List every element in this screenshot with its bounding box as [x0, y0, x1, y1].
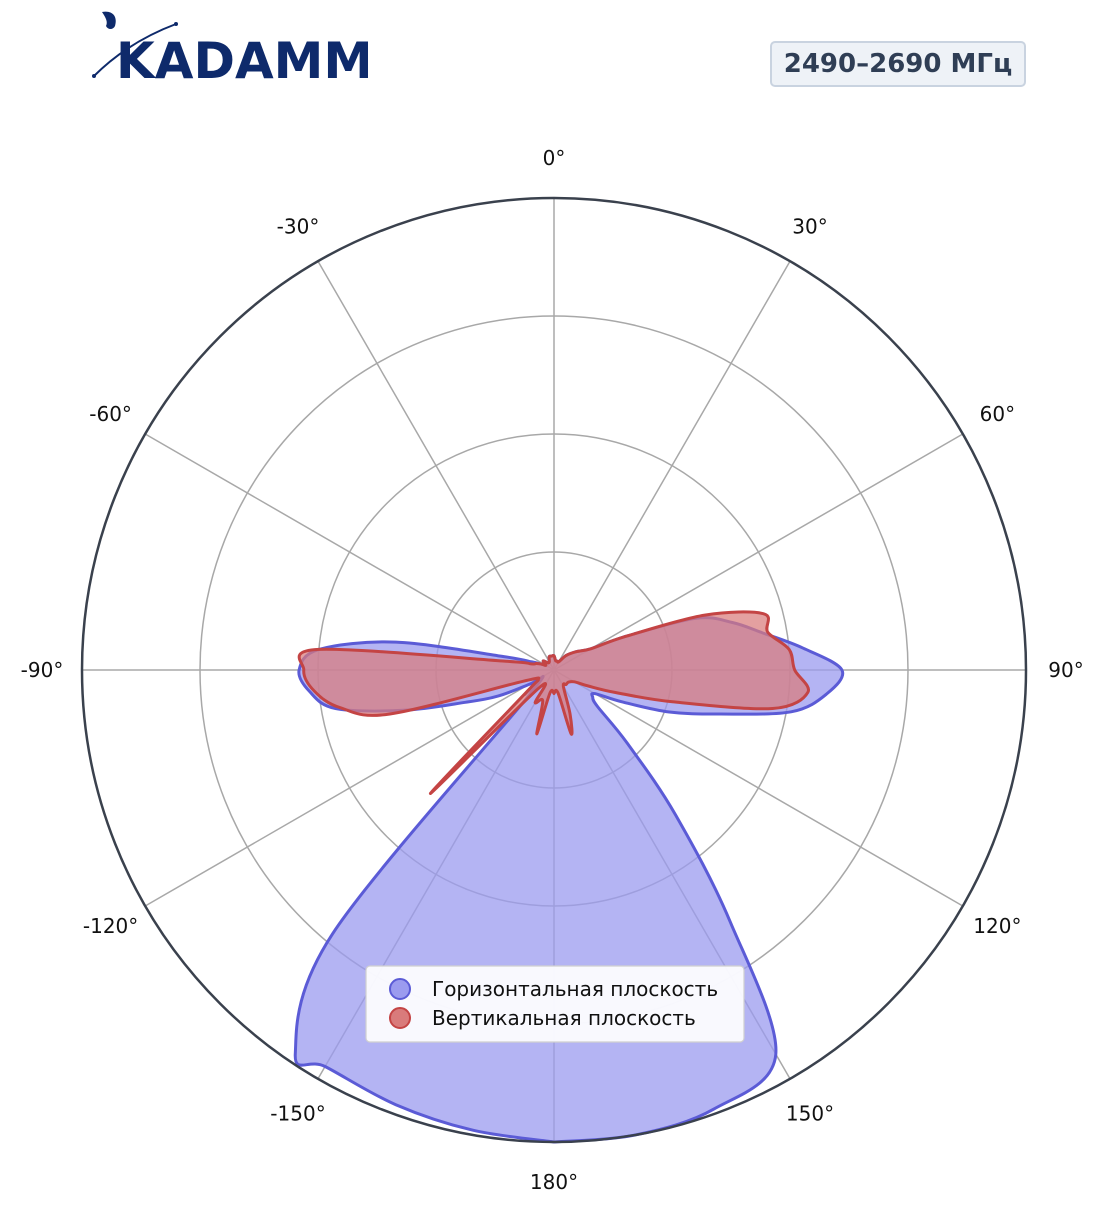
angle-tick-label: 180° [530, 1170, 578, 1194]
angle-tick-label: 120° [973, 914, 1021, 938]
angle-tick-label: -150° [270, 1101, 325, 1125]
angle-tick-label: -90° [21, 658, 64, 682]
series-area-vertical [297, 610, 810, 796]
grid-spoke [317, 260, 555, 671]
series-layer [293, 610, 845, 1144]
grid-spoke [553, 260, 791, 671]
legend-label: Вертикальная плоскость [432, 1006, 696, 1030]
frequency-badge: 2490–2690 МГц [770, 41, 1026, 87]
legend-marker [389, 978, 411, 1000]
angle-tick-label: -60° [89, 402, 132, 426]
kadamm-logo: KADAMM [92, 11, 368, 88]
angle-tick-label: 90° [1048, 658, 1083, 682]
angle-tick-label: -120° [83, 914, 138, 938]
outer-ring [80, 196, 1028, 1144]
legend: Горизонтальная плоскость Вертикальная пло… [365, 965, 745, 1043]
grid-spoke [144, 433, 555, 671]
legend-marker [389, 1007, 411, 1029]
angle-tick-label: 0° [543, 146, 566, 170]
grid-spoke [553, 433, 964, 671]
legend-box [365, 965, 745, 1043]
angle-tick-labels: 0° 30° 60° 90° 120° 150° 180° -150° -120° -90° -60… [21, 146, 1084, 1194]
grid-spoke [144, 669, 555, 907]
angle-tick-label: 150° [786, 1101, 834, 1125]
brand-name: KADAMM [116, 32, 368, 88]
angle-tick-label: 30° [792, 215, 827, 239]
legend-label: Горизонтальная плоскость [432, 977, 718, 1001]
angle-tick-label: 60° [980, 402, 1015, 426]
angle-tick-label: -30° [277, 215, 320, 239]
grid-spoke [553, 669, 964, 907]
